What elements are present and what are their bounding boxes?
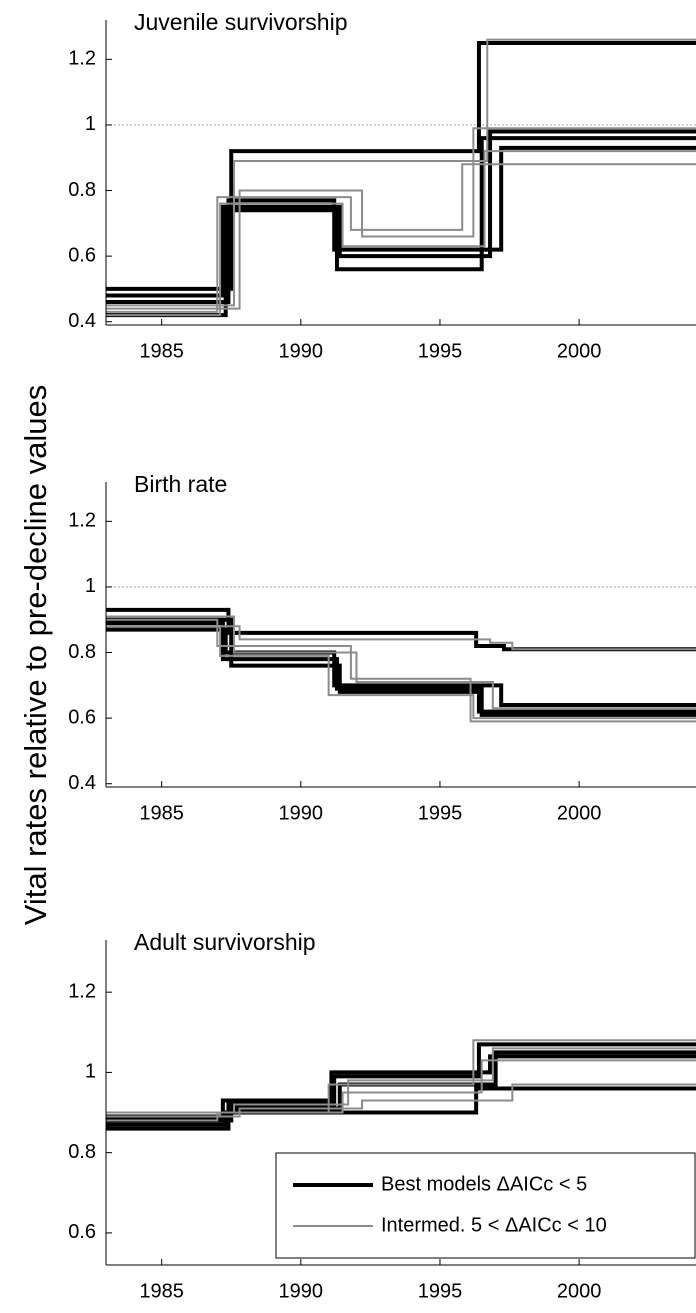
step-line bbox=[106, 145, 696, 305]
y-tick-label: 1.2 bbox=[68, 48, 96, 70]
plot-area bbox=[106, 38, 696, 318]
step-line bbox=[106, 627, 696, 708]
x-tick-label: 1990 bbox=[279, 1280, 324, 1302]
x-tick-label: 1985 bbox=[139, 340, 184, 362]
x-tick-label: 2000 bbox=[557, 802, 602, 824]
panel-title: Juvenile survivorship bbox=[134, 9, 347, 35]
step-line bbox=[106, 1059, 696, 1118]
x-tick-label: 1985 bbox=[139, 1280, 184, 1302]
y-tick-label: 0.6 bbox=[68, 244, 96, 266]
panel-title: Birth rate bbox=[134, 471, 227, 497]
step-line bbox=[106, 1039, 696, 1122]
x-tick-label: 1990 bbox=[279, 802, 324, 824]
x-tick-label: 1995 bbox=[418, 340, 463, 362]
step-line bbox=[106, 127, 696, 310]
step-line bbox=[106, 625, 696, 651]
step-line bbox=[106, 136, 696, 318]
y-axis-label: Vital rates relative to pre-decline valu… bbox=[18, 385, 53, 926]
legend-label: Best models ΔAICc < 5 bbox=[381, 1173, 587, 1195]
step-line bbox=[106, 625, 696, 720]
legend-box bbox=[275, 1152, 696, 1259]
x-tick-label: 1985 bbox=[139, 802, 184, 824]
x-tick-label: 1995 bbox=[418, 802, 463, 824]
y-tick-label: 1 bbox=[85, 113, 96, 135]
y-tick-label: 0.8 bbox=[68, 179, 96, 201]
y-tick-label: 1.2 bbox=[68, 510, 96, 532]
y-tick-label: 1.2 bbox=[68, 980, 96, 1002]
step-line bbox=[106, 1042, 696, 1131]
step-line bbox=[106, 1054, 696, 1119]
step-line bbox=[106, 129, 696, 298]
step-line bbox=[106, 38, 696, 307]
y-tick-label: 0.6 bbox=[68, 1221, 96, 1243]
y-tick-label: 0.4 bbox=[68, 772, 96, 794]
x-tick-label: 2000 bbox=[557, 1280, 602, 1302]
plot-area bbox=[106, 607, 696, 723]
step-line bbox=[106, 621, 696, 717]
x-tick-label: 1995 bbox=[418, 1280, 463, 1302]
step-line bbox=[106, 1083, 696, 1118]
plot-area bbox=[106, 1039, 696, 1131]
y-tick-label: 1 bbox=[85, 1061, 96, 1083]
step-line bbox=[106, 1050, 696, 1123]
step-line bbox=[106, 150, 696, 317]
step-line bbox=[106, 615, 696, 710]
step-line bbox=[106, 40, 696, 291]
y-tick-label: 1 bbox=[85, 575, 96, 597]
y-tick-label: 0.8 bbox=[68, 1141, 96, 1163]
legend-label: Intermed. 5 < ΔAICc < 10 bbox=[381, 1214, 607, 1236]
step-line bbox=[106, 618, 696, 723]
x-tick-label: 1990 bbox=[279, 340, 324, 362]
y-tick-label: 0.4 bbox=[68, 310, 96, 332]
x-tick-label: 2000 bbox=[557, 340, 602, 362]
step-line bbox=[106, 617, 696, 714]
panel-title: Adult survivorship bbox=[134, 929, 316, 955]
y-tick-label: 0.6 bbox=[68, 706, 96, 728]
y-tick-label: 0.8 bbox=[68, 641, 96, 663]
step-line bbox=[106, 163, 696, 313]
